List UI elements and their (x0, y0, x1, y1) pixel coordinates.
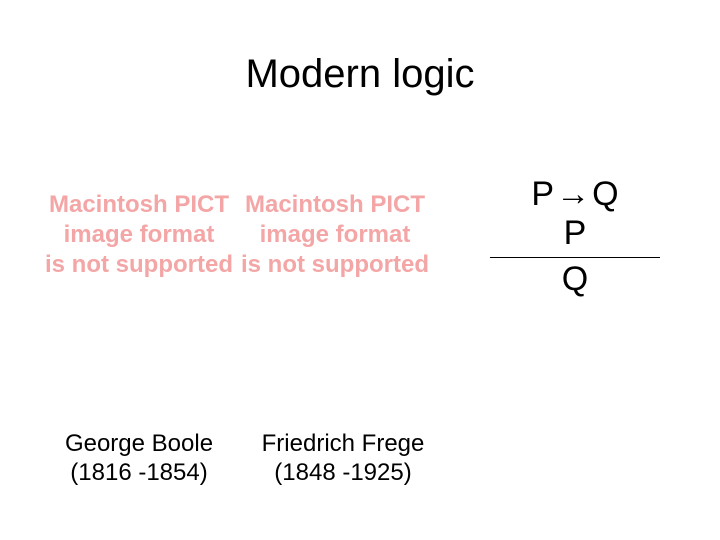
missing-image-placeholder-2: Macintosh PICT image format is not suppo… (240, 190, 430, 280)
symbol-q: Q (592, 175, 618, 213)
caption-name: George Boole (65, 430, 213, 457)
arrow-icon: → (554, 175, 592, 214)
missing-image-placeholder-1: Macintosh PICT image format is not suppo… (44, 190, 234, 280)
symbol-p: P (531, 175, 554, 213)
placeholder-line: image format (64, 221, 215, 248)
inference-line (490, 257, 660, 258)
caption-boole: George Boole (1816 -1854) (44, 430, 234, 488)
caption-years: (1848 -1925) (274, 459, 411, 486)
placeholder-line: Macintosh PICT (49, 191, 229, 218)
placeholder-line: Macintosh PICT (245, 191, 425, 218)
premise-2: P (490, 214, 660, 253)
caption-years: (1816 -1854) (70, 459, 207, 486)
slide-title: Modern logic (0, 52, 720, 97)
premise-1: P→Q (490, 175, 660, 214)
placeholder-line: is not supported (45, 251, 233, 278)
placeholder-line: image format (260, 221, 411, 248)
conclusion: Q (490, 260, 660, 299)
caption-frege: Friedrich Frege (1848 -1925) (248, 430, 438, 488)
placeholder-line: is not supported (241, 251, 429, 278)
modus-ponens-rule: P→Q P Q (490, 175, 660, 299)
caption-name: Friedrich Frege (262, 430, 425, 457)
